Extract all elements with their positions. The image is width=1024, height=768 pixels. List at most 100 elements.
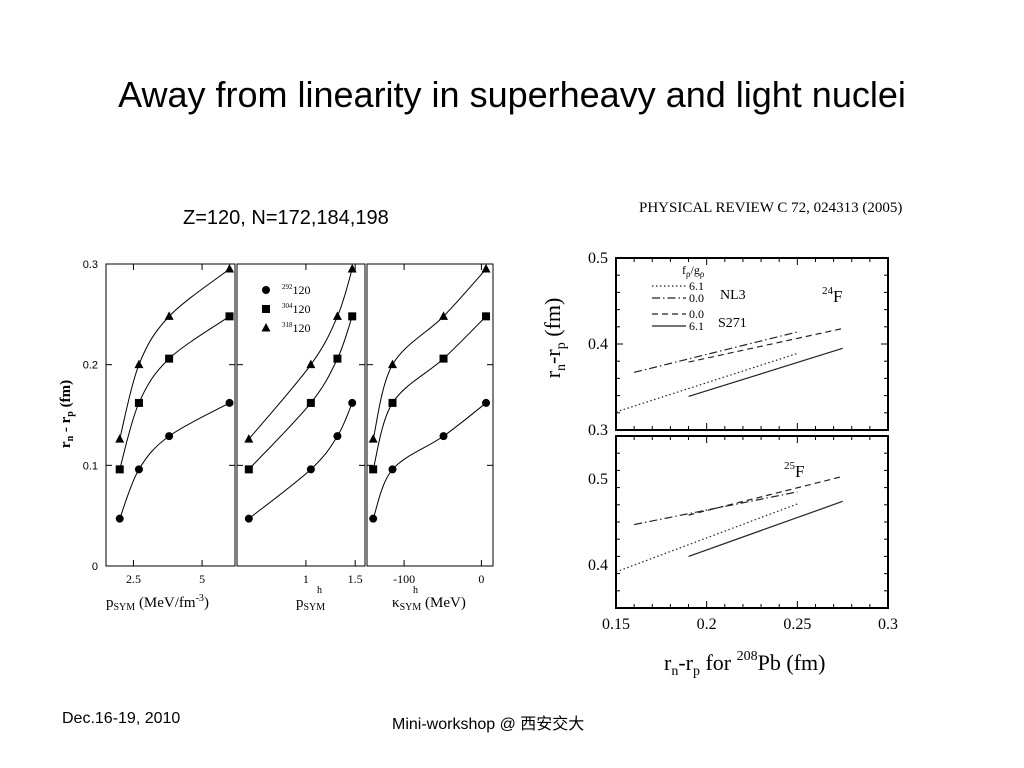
left-panel-2-point-triangle xyxy=(244,434,254,443)
footer-workshop: Mini-workshop @ 西安交大 xyxy=(392,716,585,733)
left-panel-1-point-circle xyxy=(225,398,234,407)
axes-layer xyxy=(105,257,889,609)
legend-group-nl3: NL3 xyxy=(720,288,746,303)
left-panel-2-xtick-label: 1.5 xyxy=(348,572,363,586)
left-panel-3-point-triangle xyxy=(368,434,378,443)
left-panel-3-xtick-label: 0 xyxy=(478,572,484,586)
slide-title: Away from linearity in superheavy and li… xyxy=(118,74,906,115)
left-panel-1-point-triangle xyxy=(164,311,174,320)
right-bottom-xtick-label: 0.2 xyxy=(697,616,717,633)
left-panel-1-ytick-label: 0 xyxy=(92,561,98,573)
left-panel-3-xlabel: κSYM (MeV) xyxy=(392,595,466,613)
legend-value: 0.0 xyxy=(689,307,704,321)
right-bottom-line-dashed xyxy=(688,475,843,516)
legend-circle-marker xyxy=(262,286,270,294)
left-panel-2-series-292-curve xyxy=(248,402,353,520)
left-panel-1-frame xyxy=(105,263,236,567)
left-ylabel: rn - rp (fm) xyxy=(58,380,76,448)
left-panel-3-point-square xyxy=(482,312,491,321)
right-bottom-ytick-label: 0.5 xyxy=(588,471,608,488)
right-top-frame xyxy=(615,257,889,431)
left-panel-1-xtick-label: 5 xyxy=(199,572,205,586)
right-top-ytick-label: 0.4 xyxy=(588,336,608,353)
right-top-line-solid xyxy=(688,347,843,398)
right-bottom-xtick-label: 0.25 xyxy=(783,616,811,633)
left-panel-2-point-square xyxy=(244,465,253,474)
left-panel-3-point-triangle xyxy=(481,264,491,273)
left-panel-3-point-circle xyxy=(439,432,448,441)
legend-value: 6.1 xyxy=(689,319,704,333)
left-panel-3-point-circle xyxy=(482,398,491,407)
left-panel-2-series-318-curve xyxy=(248,268,353,440)
left-panel-3-point-square xyxy=(369,465,378,474)
left-panel-2-point-square xyxy=(348,312,357,321)
left-panel-1-ytick-label: 0.2 xyxy=(83,360,98,372)
right-bottom-frame xyxy=(615,435,889,609)
left-panel-3-point-square xyxy=(388,398,397,407)
left-panel-2-point-triangle xyxy=(332,311,342,320)
left-panel-1-series-318-curve xyxy=(119,268,230,440)
right-xlabel: rn-rp for 208Pb (fm) xyxy=(664,649,825,679)
left-panel-1-point-square xyxy=(115,465,124,474)
left-panel-2-point-circle xyxy=(306,465,315,474)
right-top-line-dotted xyxy=(615,352,798,413)
legend-triangle-marker xyxy=(261,323,271,332)
left-panel-1-series-304-curve xyxy=(119,315,230,470)
left-panel-3-point-square xyxy=(439,354,448,363)
right-bottom-nucleus-label: 25F xyxy=(784,460,804,481)
legend-header: fρ/gρ xyxy=(682,263,705,279)
footer-date: Dec.16-19, 2010 xyxy=(62,710,181,727)
right-top-line-dashdot xyxy=(633,331,798,373)
left-panel-1-point-circle xyxy=(115,514,124,523)
left-panel-2-xlabel: pSYM xyxy=(296,595,325,613)
left-panel-1-point-triangle xyxy=(225,264,235,273)
left-panel-2-point-square xyxy=(306,398,315,407)
right-bottom-xtick-label: 0.3 xyxy=(878,616,898,633)
right-bottom-line-solid xyxy=(688,500,843,557)
left-panel-3-xlabel-sup: h xyxy=(413,585,418,596)
left-panel-2-xlabel-sup: h xyxy=(317,585,322,596)
left-panel-3-point-circle xyxy=(388,465,397,474)
left-panel-1-point-square xyxy=(165,354,174,363)
legend-value: 0.0 xyxy=(689,291,704,305)
right-bottom-xtick-label: 0.15 xyxy=(602,616,630,633)
legend-entry-318: 318120 xyxy=(282,321,311,335)
left-panel-3-point-triangle xyxy=(439,311,449,320)
legend-entry-292: 292120 xyxy=(282,283,311,297)
left-panel-3-point-circle xyxy=(369,514,378,523)
left-panel-2-point-triangle xyxy=(347,264,357,273)
left-panel-1-point-circle xyxy=(134,465,143,474)
left-panel-1-xtick-label: 2.5 xyxy=(126,572,141,586)
legend-entry-304: 304120 xyxy=(282,302,311,316)
right-top-ytick-label: 0.3 xyxy=(588,422,608,439)
left-panel-1-ytick-label: 0.3 xyxy=(83,259,98,271)
right-bottom-line-dashdot xyxy=(634,491,798,526)
left-figure-caption: Z=120, N=172,184,198 xyxy=(183,207,389,229)
right-bottom-ytick-label: 0.4 xyxy=(588,557,608,574)
left-panel-2-point-circle xyxy=(348,398,357,407)
left-panel-3-series-292-curve xyxy=(372,402,487,519)
left-panel-1-series-292-curve xyxy=(119,402,230,519)
left-panel-3-series-304-curve xyxy=(372,315,487,470)
left-panel-2-point-triangle xyxy=(306,359,316,369)
left-panel-3-frame xyxy=(366,263,494,567)
left-panel-1-point-square xyxy=(225,312,234,321)
legend-group-s271: S271 xyxy=(718,316,747,331)
legend-square-marker xyxy=(262,305,270,313)
left-panel-2-point-circle xyxy=(333,432,342,441)
right-bottom-line-dotted xyxy=(615,503,798,573)
left-panel-1-point-circle xyxy=(165,432,174,441)
right-top-line-dashed xyxy=(688,327,843,363)
journal-citation: PHYSICAL REVIEW C 72, 024313 (2005) xyxy=(639,200,902,216)
left-panel-2-point-square xyxy=(333,354,342,363)
left-panel-2-frame xyxy=(236,263,366,567)
right-ylabel: rn-rp (fm) xyxy=(540,298,569,379)
left-panel-1-point-square xyxy=(134,398,143,407)
left-panel-2-series-304-curve xyxy=(248,316,353,470)
left-panel-1-ytick-label: 0.1 xyxy=(83,460,98,472)
left-panel-2-point-circle xyxy=(244,514,253,523)
right-top-nucleus-label: 24F xyxy=(822,285,842,306)
left-panel-2-xtick-label: 1 xyxy=(303,572,309,586)
